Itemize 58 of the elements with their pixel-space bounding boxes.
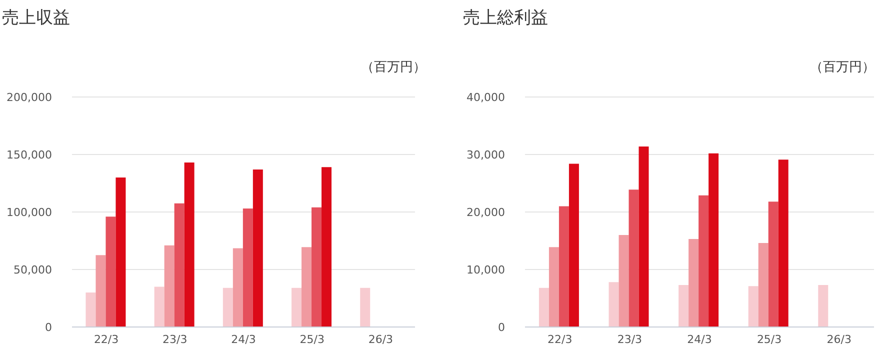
bar — [608, 282, 619, 327]
bar — [568, 164, 579, 327]
bar — [618, 235, 629, 327]
bar — [154, 286, 164, 327]
y-axis-title: （百万円） — [361, 59, 426, 76]
x-tick-label: 26/3 — [826, 332, 852, 346]
bar — [292, 288, 302, 327]
bar — [708, 153, 719, 327]
y-tick-label: 20,000 — [466, 206, 505, 219]
x-tick-label: 22/3 — [94, 332, 119, 346]
bar — [232, 248, 243, 327]
bar — [360, 288, 370, 327]
y-tick-label: 40,000 — [466, 90, 505, 104]
bar — [252, 169, 263, 327]
bar — [628, 190, 639, 327]
bar — [222, 288, 233, 327]
y-tick-label: 10,000 — [466, 263, 505, 276]
x-tick-label: 23/3 — [617, 332, 642, 346]
bar — [302, 247, 312, 327]
y-tick-label: 0 — [498, 320, 505, 334]
bar — [778, 160, 788, 327]
x-tick-label: 22/3 — [548, 332, 572, 346]
x-tick-label: 24/3 — [687, 332, 712, 346]
bar — [748, 286, 758, 327]
bar — [96, 255, 106, 327]
bar — [688, 239, 699, 327]
chart-title: 売上総利益 — [463, 7, 548, 29]
x-tick-label: 23/3 — [162, 332, 188, 346]
bar — [322, 167, 332, 327]
y-tick-label: 100,000 — [6, 206, 52, 219]
bar — [558, 206, 569, 327]
y-tick-label: 30,000 — [466, 148, 505, 162]
y-axis-title: （百万円） — [810, 59, 875, 76]
chart-title: 売上収益 — [2, 7, 70, 29]
bar — [538, 288, 549, 327]
y-tick-label: 150,000 — [6, 148, 52, 162]
bar — [548, 247, 559, 327]
bar — [242, 208, 253, 327]
x-tick-label: 26/3 — [368, 332, 394, 346]
x-tick-label: 25/3 — [300, 332, 324, 346]
bar — [758, 243, 768, 327]
x-tick-label: 24/3 — [231, 332, 256, 346]
y-tick-label: 50,000 — [14, 263, 52, 276]
bar — [106, 216, 116, 327]
bar — [678, 285, 689, 327]
bar — [184, 162, 194, 327]
bar — [174, 203, 184, 327]
y-tick-label: 0 — [45, 320, 52, 334]
bar — [818, 285, 828, 327]
bar — [116, 178, 126, 327]
bar — [312, 207, 322, 327]
bar — [768, 202, 778, 327]
bar — [164, 245, 174, 327]
bar — [86, 292, 96, 327]
y-tick-label: 200,000 — [6, 90, 52, 104]
bar — [698, 195, 709, 327]
x-tick-label: 25/3 — [756, 332, 782, 346]
bar — [638, 146, 649, 327]
